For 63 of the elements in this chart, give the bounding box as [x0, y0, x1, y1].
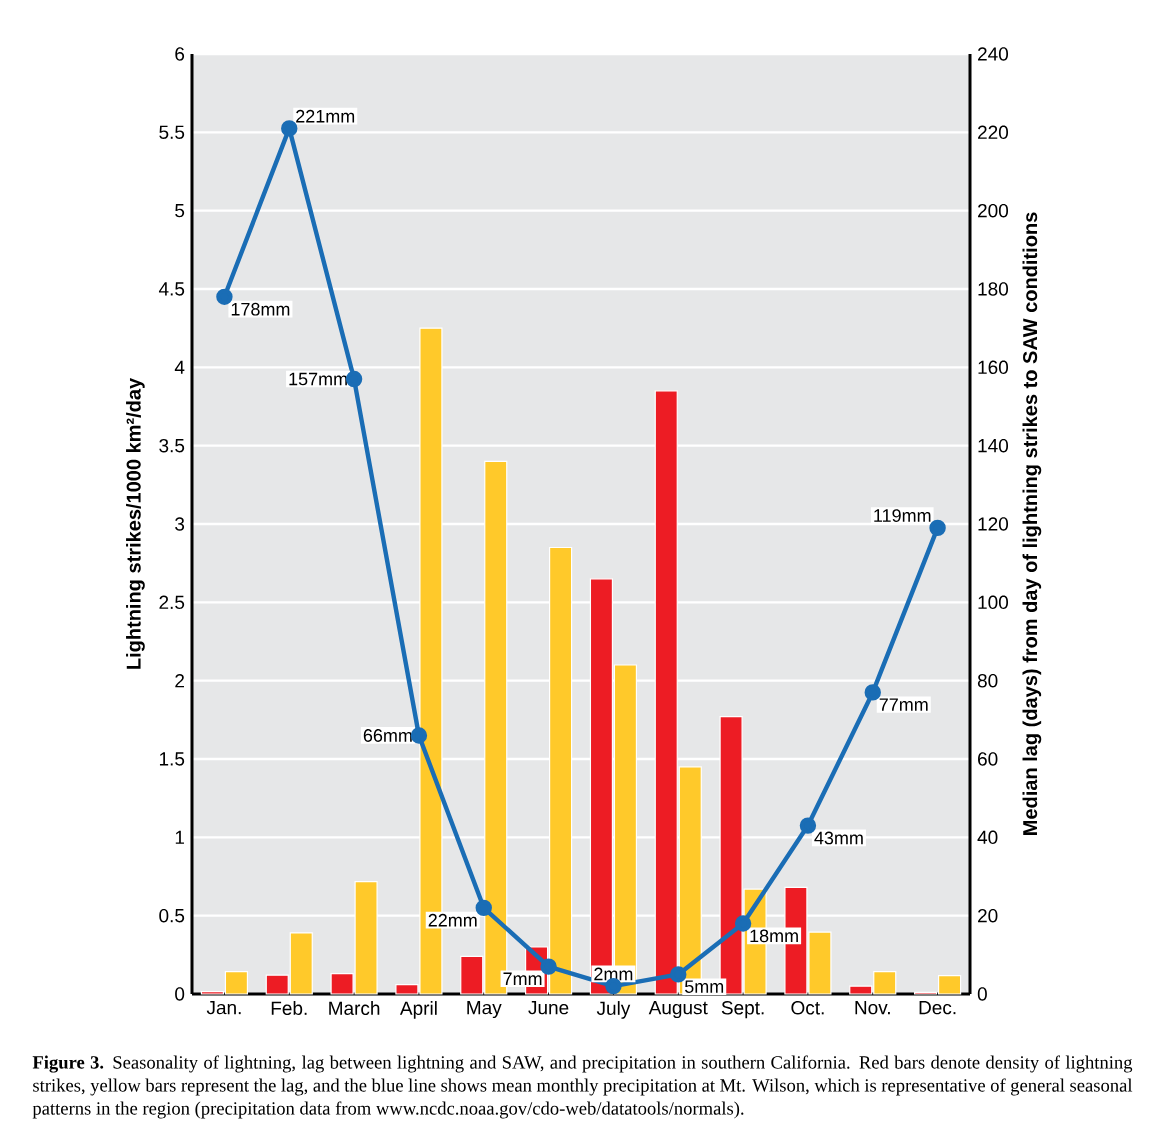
data-label: 66mm	[363, 729, 412, 742]
x-tick-label: August	[648, 1001, 708, 1019]
point	[345, 370, 363, 388]
x-tick-label: Jan.	[206, 1001, 241, 1015]
y-tick-label: 1.5	[159, 752, 185, 766]
y-tick-label: 6	[175, 47, 185, 61]
y-tick-label: 3.5	[159, 438, 185, 453]
data-label: 18mm	[750, 929, 798, 943]
x-tick-label: Feb.	[271, 1001, 307, 1016]
y-tick-label: 4.5	[158, 282, 185, 296]
x-tick-label: April	[399, 1001, 437, 1019]
y2-tick-label: 100	[978, 595, 1009, 610]
y-tick-label: 5	[175, 204, 185, 218]
y2-tick-label: 120	[978, 517, 1009, 531]
point	[410, 727, 428, 744]
data-label: 157mm	[289, 372, 347, 386]
point	[734, 915, 752, 932]
y-tick-label: 5.5	[159, 125, 185, 139]
y2-tick-label: 180	[978, 282, 1009, 296]
x-tick-label: June	[528, 1001, 569, 1015]
y-axis-title: Lightning strikes/1000 km²/day	[126, 377, 145, 669]
y2-tick-label: 60	[978, 752, 998, 766]
data-label: 7mm	[503, 972, 542, 985]
point	[281, 120, 298, 137]
data-label: 221mm	[296, 109, 355, 123]
y2-tick-label: 200	[978, 203, 1009, 218]
y2-axis-title: Median lag (days) from day of lightning strikes to SAW conditions	[1022, 212, 1042, 835]
x-tick-label: Nov.	[855, 1001, 890, 1015]
y-tick-label: 4	[174, 360, 185, 374]
x-tick-label: Sept.	[721, 1001, 764, 1019]
data-label: 2mm	[594, 967, 633, 981]
y2-tick-label: 0	[977, 987, 987, 1001]
y-tick-label: 2.5	[159, 595, 185, 610]
y2-tick-label: 40	[977, 830, 998, 845]
y2-tick-label: 140	[978, 438, 1009, 453]
y-tick-label: 0.5	[159, 908, 185, 923]
y-tick-label: 2	[175, 674, 184, 688]
y2-tick-label: 20	[978, 908, 998, 923]
y2-tick-label: 220	[978, 125, 1009, 140]
data-label: 5mm	[684, 980, 724, 993]
y2-tick-label: 80	[977, 673, 998, 688]
y-tick-label: 1	[175, 830, 184, 844]
data-label: 43mm	[814, 831, 863, 845]
x-tick-label: March	[329, 1001, 380, 1016]
point	[540, 958, 557, 975]
x-tick-label: May	[467, 1001, 502, 1019]
x-tick-label: July	[596, 1001, 631, 1019]
point	[864, 684, 881, 701]
x-tick-label: Oct.	[791, 1001, 824, 1015]
x-tick-label: Dec.	[919, 1001, 956, 1015]
point	[670, 966, 687, 983]
point	[929, 519, 946, 537]
point	[216, 288, 233, 306]
y2-tick-label: 240	[978, 47, 1009, 61]
data-label: 119mm	[874, 509, 931, 522]
y-tick-label: 0	[175, 987, 185, 1001]
point	[475, 899, 492, 917]
data-label: 22mm	[428, 913, 477, 927]
text: Figure 3. Seasonality of lightning, lag between lightning and SAW, and precipitation in southern California. Red bars denote density of lightning strikes, yellow bars represent the lag, and the blue line shows mean monthly precipitation at Mt. Wilson, which is representative of general seasonal patterns in the region (precipitation data from www.ncdc.noaa.gov/cdo-web/datatools/normals).	[32, 1055, 1133, 1119]
y-tick-label: 3	[175, 517, 185, 531]
data-label: 77mm	[879, 698, 928, 711]
y2-tick-label: 160	[978, 360, 1009, 375]
data-label: 178mm	[231, 302, 290, 316]
